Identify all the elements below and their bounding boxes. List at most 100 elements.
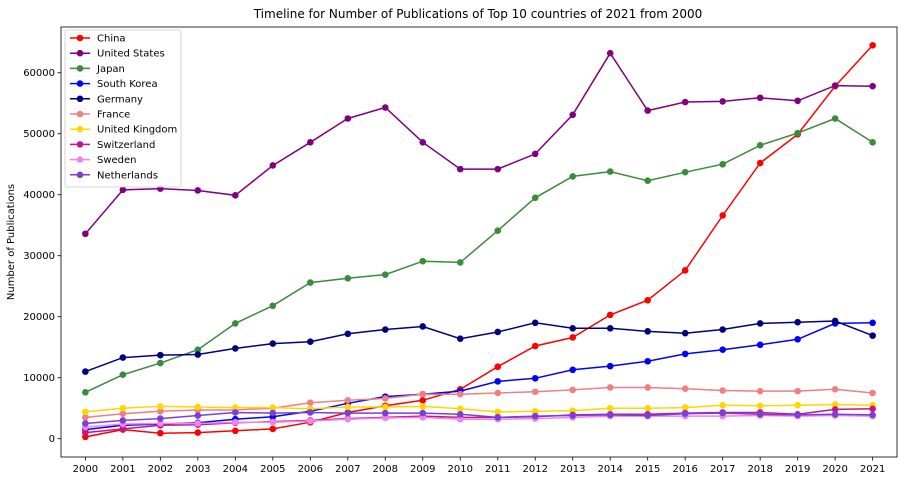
data-point [869, 390, 876, 397]
data-point [232, 345, 239, 352]
data-point [419, 391, 426, 398]
legend-marker [77, 141, 84, 148]
legend-label: United States [97, 49, 165, 60]
plot-area [61, 27, 897, 457]
data-point [794, 336, 801, 343]
x-tick-label: 2012 [523, 464, 548, 475]
x-tick-label: 2015 [635, 464, 660, 475]
data-point [607, 325, 614, 332]
data-point [494, 227, 501, 234]
data-point [644, 297, 651, 304]
data-point [644, 384, 651, 391]
data-point [869, 42, 876, 49]
data-point [569, 366, 576, 373]
legend-label: South Korea [97, 79, 158, 90]
data-point [719, 402, 726, 409]
y-tick-label: 0 [49, 434, 55, 445]
data-point [82, 230, 89, 237]
data-point [719, 387, 726, 394]
data-point [82, 409, 89, 416]
data-point [569, 334, 576, 341]
data-point [307, 279, 314, 286]
x-tick-label: 2020 [822, 464, 847, 475]
data-point [157, 415, 164, 422]
data-point [794, 412, 801, 419]
data-point [682, 99, 689, 106]
data-point [270, 419, 277, 426]
data-point [682, 351, 689, 358]
legend-marker [77, 126, 84, 133]
data-point [869, 406, 876, 413]
legend-label: United Kingdom [97, 125, 177, 136]
series-line [85, 405, 872, 412]
x-tick-label: 2005 [260, 464, 285, 475]
data-point [644, 177, 651, 184]
data-point [344, 416, 351, 423]
x-tick-label: 2019 [785, 464, 810, 475]
data-point [719, 346, 726, 353]
legend-marker [77, 65, 84, 72]
data-point [569, 173, 576, 180]
data-point [569, 412, 576, 419]
data-point [419, 258, 426, 265]
data-point [607, 50, 614, 57]
x-tick-label: 2008 [373, 464, 398, 475]
x-tick-label: 2000 [73, 464, 98, 475]
data-point [644, 328, 651, 335]
data-point [120, 417, 127, 424]
data-point [232, 192, 239, 199]
x-tick-label: 2002 [148, 464, 173, 475]
data-point [232, 320, 239, 327]
legend-marker [77, 111, 84, 118]
data-point [532, 343, 539, 350]
data-point [157, 403, 164, 410]
data-point [457, 391, 464, 398]
data-point [494, 378, 501, 385]
series-line [85, 409, 872, 433]
data-point [307, 399, 314, 406]
data-point [682, 410, 689, 417]
data-point [719, 326, 726, 333]
data-point [682, 385, 689, 392]
series-united-states [82, 50, 876, 237]
x-tick-label: 2004 [223, 464, 248, 475]
data-point [307, 409, 314, 416]
data-point [607, 384, 614, 391]
legend-label: Germany [97, 94, 143, 105]
data-point [494, 166, 501, 173]
y-tick-label: 40000 [23, 190, 55, 201]
data-point [344, 410, 351, 417]
data-point [832, 411, 839, 418]
data-point [157, 430, 164, 437]
data-point [794, 319, 801, 326]
data-point [532, 320, 539, 327]
data-point [270, 426, 277, 433]
data-point [794, 130, 801, 137]
x-tick-label: 2018 [747, 464, 772, 475]
data-point [344, 330, 351, 337]
x-tick-label: 2006 [298, 464, 323, 475]
legend-label: Netherlands [97, 170, 158, 181]
data-point [794, 388, 801, 395]
data-point [644, 412, 651, 419]
data-point [757, 94, 764, 101]
data-point [419, 410, 426, 417]
data-point [644, 107, 651, 114]
legend-marker [77, 96, 84, 103]
x-tick-label: 2013 [560, 464, 585, 475]
legend-marker [77, 80, 84, 87]
data-point [494, 363, 501, 370]
data-point [569, 387, 576, 394]
x-tick-label: 2003 [185, 464, 210, 475]
data-point [195, 404, 202, 411]
data-point [419, 139, 426, 146]
data-point [120, 187, 127, 194]
data-point [157, 360, 164, 367]
data-point [382, 104, 389, 111]
data-point [382, 326, 389, 333]
data-point [232, 427, 239, 434]
series-china [82, 42, 876, 440]
x-tick-label: 2016 [672, 464, 697, 475]
data-point [195, 351, 202, 358]
data-point [419, 323, 426, 330]
